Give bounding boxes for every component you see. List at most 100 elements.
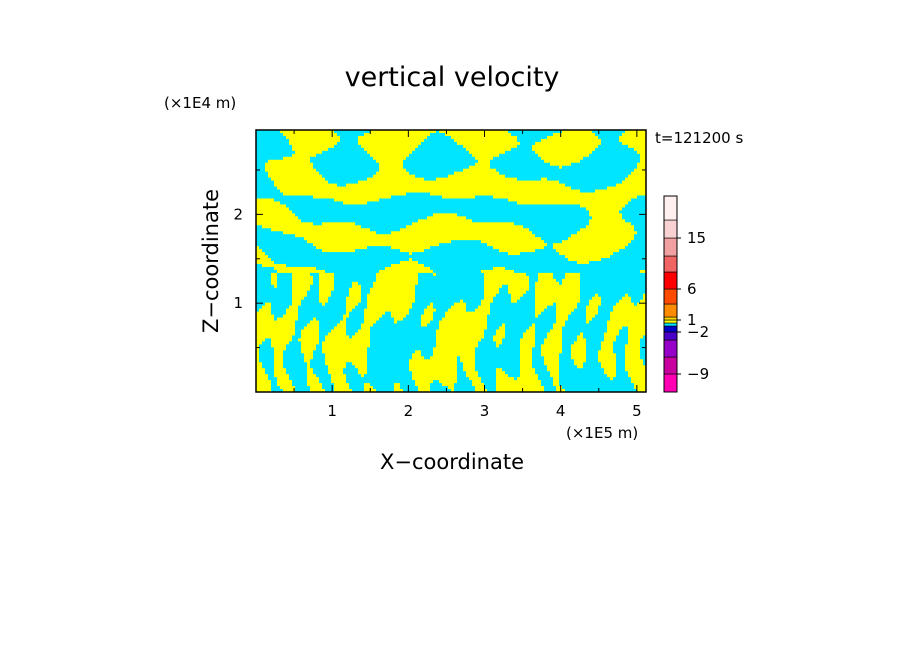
field-cell <box>535 371 551 375</box>
field-cell <box>316 347 323 351</box>
field-cell <box>433 317 443 321</box>
field-cell <box>256 290 293 295</box>
field-cell <box>316 374 332 378</box>
field-cell <box>364 320 377 324</box>
field-cell <box>412 371 458 375</box>
field-cell <box>277 272 293 277</box>
field-cell <box>580 287 646 292</box>
field-cell <box>586 317 593 321</box>
field-cell <box>469 150 506 155</box>
field-cell <box>271 272 278 277</box>
field-cell <box>412 222 515 226</box>
field-cell <box>406 192 431 196</box>
field-cell <box>436 308 449 313</box>
field-cell <box>334 386 350 390</box>
field-cell <box>256 252 266 256</box>
field-cell <box>391 311 410 315</box>
field-cell <box>529 284 536 289</box>
field-cell <box>619 249 646 253</box>
field-cell <box>256 189 281 193</box>
field-cell <box>499 344 521 348</box>
field-cell <box>424 263 646 268</box>
field-cell <box>478 344 497 348</box>
field-cell <box>313 371 329 375</box>
field-cell <box>517 377 539 381</box>
field-cell <box>436 338 482 342</box>
field-cell <box>313 275 320 280</box>
field-cell <box>391 246 431 250</box>
field-cell <box>628 201 646 205</box>
colorbar-segment <box>663 325 678 333</box>
field-cell <box>457 377 470 381</box>
field-cell <box>511 293 524 298</box>
field-cell <box>256 165 266 170</box>
field-cell <box>529 278 539 283</box>
field-cell <box>415 174 449 179</box>
field-cell <box>361 144 419 149</box>
field-cell <box>328 371 344 375</box>
field-cell <box>535 281 560 286</box>
field-cell <box>475 356 521 360</box>
field-cell <box>571 344 587 348</box>
field-cell <box>370 383 395 387</box>
field-cell <box>562 326 608 330</box>
field-cell <box>319 377 332 381</box>
field-cell <box>379 168 407 173</box>
field-cell <box>514 222 590 226</box>
field-cell <box>367 350 416 354</box>
field-cell <box>496 332 506 336</box>
field-cell <box>493 296 512 301</box>
field-cell <box>415 296 485 301</box>
field-cell <box>292 210 590 214</box>
field-cell <box>508 252 521 256</box>
field-cell <box>394 383 401 387</box>
field-cell <box>292 281 314 286</box>
field-cell <box>274 284 278 289</box>
field-cell <box>364 314 383 318</box>
field-cell <box>256 132 284 137</box>
field-cell <box>496 374 509 378</box>
field-cell <box>463 368 476 372</box>
field-cell <box>256 377 269 381</box>
field-cell <box>574 308 587 313</box>
field-cell <box>283 231 377 235</box>
field-cell <box>289 141 338 146</box>
field-cell <box>640 356 646 360</box>
field-cell <box>439 243 488 247</box>
field-cell <box>463 299 482 304</box>
field-cell <box>271 228 371 232</box>
field-cell <box>634 228 646 232</box>
field-cell <box>562 338 578 342</box>
field-cell <box>337 323 347 327</box>
field-cell <box>334 326 347 330</box>
field-cell <box>571 356 587 360</box>
field-cell <box>310 284 320 289</box>
field-cell <box>535 305 548 310</box>
field-cell <box>481 302 491 307</box>
field-cell <box>376 275 419 280</box>
field-cell <box>274 368 287 372</box>
field-cell <box>613 308 646 313</box>
field-cell <box>418 275 485 280</box>
field-cell <box>319 335 326 339</box>
field-cell <box>535 299 581 304</box>
x-tick-label: 2 <box>404 402 414 420</box>
field-cell <box>280 201 344 205</box>
field-cell <box>547 335 563 339</box>
field-cell <box>568 237 635 241</box>
field-cell <box>496 341 503 345</box>
field-cell <box>505 332 524 336</box>
field-cell <box>364 386 374 390</box>
field-cell <box>466 147 512 152</box>
field-cell <box>307 374 317 378</box>
field-cell <box>382 314 392 318</box>
field-cell <box>520 353 533 357</box>
field-cell <box>553 246 626 250</box>
field-cell <box>601 296 623 301</box>
field-cell <box>331 293 350 298</box>
field-cell <box>379 198 509 202</box>
field-cell <box>535 338 545 342</box>
field-cell <box>271 386 281 390</box>
field-cell <box>466 216 593 220</box>
field-cell <box>607 320 646 324</box>
